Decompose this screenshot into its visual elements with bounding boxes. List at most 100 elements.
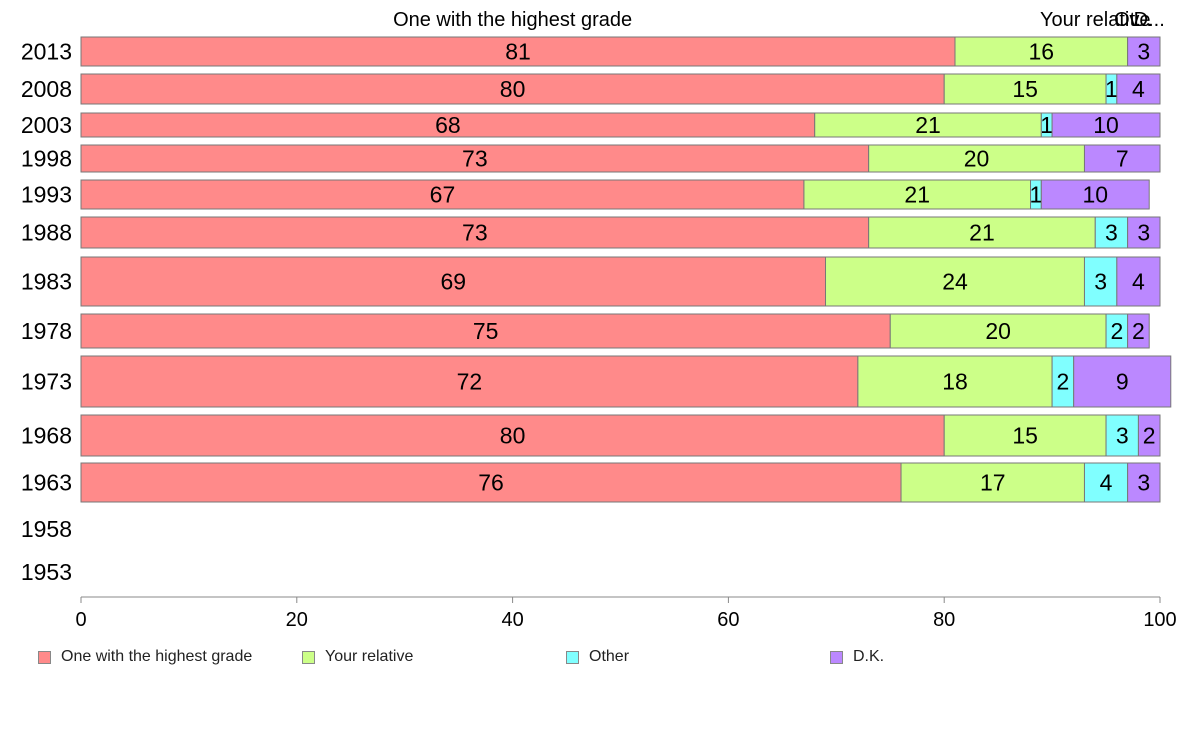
data-label-1993-one-with-the-highest-grade: 67 [430,182,456,208]
data-label-1963-d-k: 3 [1137,470,1150,496]
top-label-0: One with the highest grade [393,9,632,31]
data-label-2008-your-relative: 15 [1012,76,1038,102]
top-label-3: D... [1134,9,1165,31]
bar-1978-d-k [1127,313,1150,349]
data-label-2013-d-k: 3 [1137,39,1150,65]
data-label-1973-other: 2 [1056,369,1069,395]
bar-1983-your-relative [825,256,1085,307]
legend: One with the highest grade Your relative… [38,648,1158,672]
top-label-2: Ot... [1114,9,1152,31]
legend-item-your-relative: Your relative [302,648,413,666]
data-label-1968-d-k: 2 [1143,423,1156,449]
data-label-1993-your-relative: 21 [904,182,930,208]
y-tick-label-1953: 1953 [21,559,72,585]
data-label-2013-one-with-the-highest-grade: 81 [505,39,531,65]
y-tick-label-1958: 1958 [21,516,72,542]
legend-label-your-relative: Your relative [325,648,414,665]
data-label-1968-your-relative: 15 [1012,423,1038,449]
data-label-1988-other: 3 [1105,220,1118,246]
x-tick-label-80: 80 [933,609,955,631]
bar-1963-other [1083,462,1129,503]
bar-2003-one-with-the-highest-grade [80,112,816,138]
legend-item-dk: D.K. [830,648,884,666]
legend-label-highest-grade: One with the highest grade [61,648,253,665]
data-label-1983-d-k: 4 [1132,269,1145,295]
legend-label-other: Other [589,648,630,665]
data-label-1963-one-with-the-highest-grade: 76 [478,470,504,496]
data-label-1983-one-with-the-highest-grade: 69 [440,269,466,295]
bar-1998-one-with-the-highest-grade [80,144,870,173]
bar-1963-your-relative [900,462,1085,503]
y-tick-label-1968: 1968 [21,423,72,449]
data-label-2003-d-k: 10 [1093,112,1119,138]
data-label-1993-d-k: 10 [1082,182,1108,208]
y-tick-label-2008: 2008 [21,76,72,102]
data-label-1973-one-with-the-highest-grade: 72 [457,369,483,395]
data-label-2008-d-k: 4 [1132,76,1145,102]
data-label-2003-one-with-the-highest-grade: 68 [435,112,461,138]
bar-2008-d-k [1116,73,1161,105]
data-label-1978-one-with-the-highest-grade: 75 [473,318,499,344]
y-tick-label-1973: 1973 [21,369,72,395]
data-label-1993-other: 1 [1030,182,1043,208]
y-tick-label-1988: 1988 [21,220,72,246]
legend-item-other: Other [566,648,629,666]
bar-2008-your-relative [943,73,1107,105]
bar-1988-your-relative [868,216,1096,249]
bar-1973-one-with-the-highest-grade [80,355,859,408]
data-label-1963-your-relative: 17 [980,470,1006,496]
legend-item-highest-grade: One with the highest grade [38,648,252,666]
data-label-1968-one-with-the-highest-grade: 80 [500,423,526,449]
bar-1968-your-relative [943,414,1107,457]
y-tick-label-1993: 1993 [21,182,72,208]
data-label-1973-d-k: 9 [1116,369,1129,395]
data-label-1983-your-relative: 24 [942,269,968,295]
data-label-2013-your-relative: 16 [1029,39,1055,65]
data-label-1978-other: 2 [1110,318,1123,344]
data-label-1978-your-relative: 20 [985,318,1011,344]
legend-label-dk: D.K. [853,648,885,665]
data-label-1983-other: 3 [1094,269,1107,295]
bar-1968-d-k [1137,414,1161,457]
data-label-1973-your-relative: 18 [942,369,968,395]
x-tick-label-40: 40 [501,609,523,631]
bar-1973-your-relative [857,355,1053,408]
bar-1978-your-relative [889,313,1107,349]
x-tick-label-0: 0 [75,609,86,631]
data-label-2003-other: 1 [1040,112,1053,138]
y-tick-label-2013: 2013 [21,39,72,65]
bar-2008-one-with-the-highest-grade [80,73,945,105]
data-label-2008-one-with-the-highest-grade: 80 [500,76,526,102]
legend-swatch-highest-grade [38,650,51,664]
y-tick-label-1998: 1998 [21,146,72,172]
y-tick-label-1978: 1978 [21,318,72,344]
data-label-1988-your-relative: 21 [969,220,995,246]
data-label-2003-your-relative: 21 [915,112,941,138]
bar-1978-one-with-the-highest-grade [80,313,891,349]
y-tick-label-1983: 1983 [21,269,72,295]
y-tick-label-2003: 2003 [21,112,72,138]
data-label-1978-d-k: 2 [1132,318,1145,344]
data-label-1968-other: 3 [1116,423,1129,449]
legend-swatch-your-relative [302,650,315,664]
bar-2013-d-k [1127,36,1161,67]
bar-1963-d-k [1127,462,1161,503]
legend-swatch-dk [830,650,843,664]
data-label-1988-d-k: 3 [1137,220,1150,246]
top-label-1: Your relative [1040,9,1150,31]
data-label-2008-other: 1 [1105,76,1118,102]
bar-1963-one-with-the-highest-grade [80,462,902,503]
data-label-1963-other: 4 [1100,470,1113,496]
bar-1988-other [1094,216,1129,249]
bar-1993-your-relative [803,179,1032,210]
x-tick-label-60: 60 [717,609,739,631]
bar-2003-d-k [1051,112,1161,138]
x-tick-label-100: 100 [1143,609,1176,631]
bar-1983-one-with-the-highest-grade [80,256,827,307]
bar-1973-d-k [1073,355,1172,408]
data-label-1998-one-with-the-highest-grade: 73 [462,146,488,172]
bar-1968-other [1105,414,1139,457]
bar-1998-your-relative [868,144,1085,173]
data-label-1988-one-with-the-highest-grade: 73 [462,220,488,246]
